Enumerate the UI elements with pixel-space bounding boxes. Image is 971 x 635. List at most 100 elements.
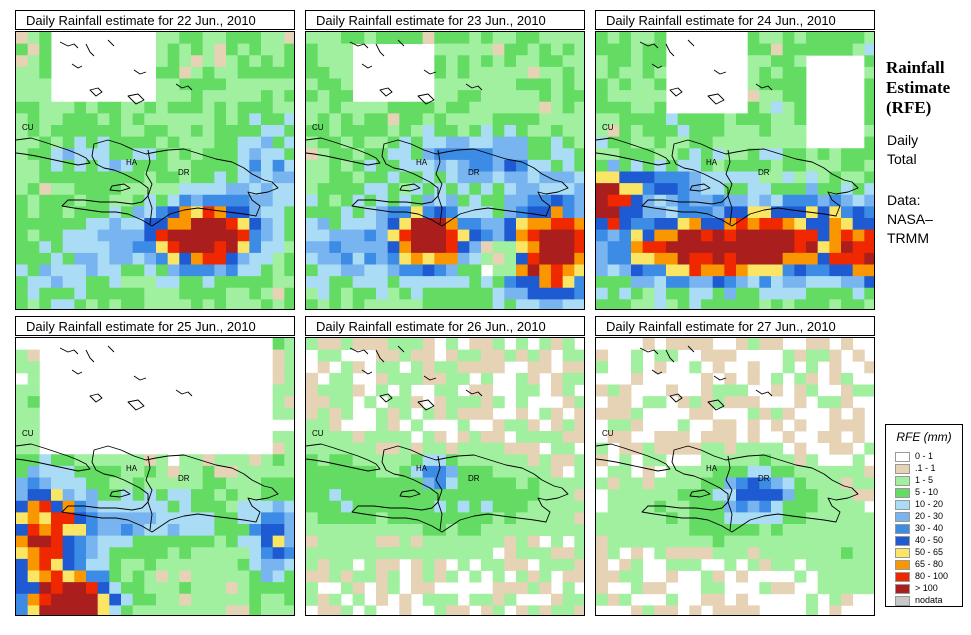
rainfall-cell [16,547,29,560]
rainfall-cell [841,582,854,595]
rainfall-cell [191,90,204,103]
rainfall-cell [62,183,75,196]
rainfall-cell [306,547,319,560]
rainfall-cell [829,547,842,560]
rainfall-cell [841,338,854,351]
rainfall-cell [794,396,807,409]
rainfall-cell [306,252,319,265]
rainfall-cell [551,194,564,207]
rainfall-cell [562,125,575,138]
rainfall-cell [642,206,655,219]
rainfall-cell [156,547,169,560]
rainfall-cell [272,500,285,513]
rainfall-cell [62,252,75,265]
rainfall-cell [864,136,874,149]
rainfall-cell [434,384,447,397]
rainfall-cell [551,241,564,254]
rainfall-cell [109,535,122,548]
rainfall-cell [16,159,29,172]
rainfall-cell [759,218,772,231]
rainfall-cell [399,264,412,277]
rainfall-cell [16,454,29,467]
rainfall-cell [39,78,52,91]
rainfall-cell [539,454,552,467]
rainfall-cell [619,407,632,420]
rainfall-cell [701,582,714,595]
rainfall-cell [759,171,772,184]
rainfall-cell [747,442,760,455]
rainfall-cell [504,593,517,606]
rainfall-cell [202,465,215,478]
rainfall-cell [284,349,294,362]
rainfall-cell [469,136,482,149]
rainfall-cell [191,206,204,219]
rainfall-cell [144,593,157,606]
panel-title-2: Daily Rainfall estimate for 23 Jun., 201… [305,10,585,30]
rainfall-cell [829,276,842,289]
rainfall-cell [167,90,180,103]
rainfall-cell [329,206,342,219]
rainfall-cell [864,66,874,79]
rainfall-cell [376,338,389,351]
rainfall-cell [771,148,784,161]
rainfall-cell [39,500,52,513]
rainfall-cell [51,299,64,309]
rainfall-cell [306,431,319,444]
product-title: Rainfall Estimate (RFE) [886,58,950,118]
rainfall-cell [272,55,285,68]
rainfall-cell [481,43,494,56]
rainfall-cell [562,252,575,265]
rainfall-cell [607,252,620,265]
rainfall-cell [771,32,784,45]
rainfall-cell [74,524,87,537]
rainfall-cell [551,512,564,525]
rainfall-cell [619,101,632,114]
rainfall-cell [596,287,609,300]
rainfall-cell [574,477,584,490]
rainfall-cell [782,159,795,172]
rainfall-cell [841,206,854,219]
rainfall-cell [492,431,505,444]
rainfall-cell [202,159,215,172]
rainfall-cell [539,500,552,513]
rainfall-cell [689,477,702,490]
rainfall-cell [551,136,564,149]
rainfall-cell [736,206,749,219]
rainfall-cell [759,547,772,560]
rainfall-cell [306,159,319,172]
rainfall-cell [422,535,435,548]
rainfall-cell [411,338,424,351]
rainfall-cell [62,171,75,184]
rainfall-cell [51,500,64,513]
rainfall-cell [642,465,655,478]
rainfall-cell [631,183,644,196]
rainfall-cell [701,338,714,351]
rainfall-cell [527,171,540,184]
rainfall-cell [747,407,760,420]
legend-swatch [895,584,910,594]
rainfall-cell [446,229,459,242]
rainfall-cell [272,218,285,231]
rainfall-cell [712,287,725,300]
rainfall-cell [469,229,482,242]
rainfall-cell [759,78,772,91]
rainfall-cell [457,229,470,242]
rainfall-cell [631,605,644,615]
rainfall-cell [399,125,412,138]
rainfall-cell [364,241,377,254]
rainfall-cell [237,287,250,300]
rainfall-cell [794,171,807,184]
rainfall-cell [747,264,760,277]
rainfall-cell [261,66,274,79]
rainfall-cell [736,136,749,149]
rainfall-cell [261,171,274,184]
rainfall-cell [317,55,330,68]
rainfall-cell [736,570,749,583]
rainfall-cell [539,32,552,45]
rainfall-cell [631,299,644,309]
rainfall-cell [132,593,145,606]
rainfall-cell [817,477,830,490]
rainfall-cell [631,218,644,231]
rainfall-cell [284,407,294,420]
rainfall-cell [457,32,470,45]
